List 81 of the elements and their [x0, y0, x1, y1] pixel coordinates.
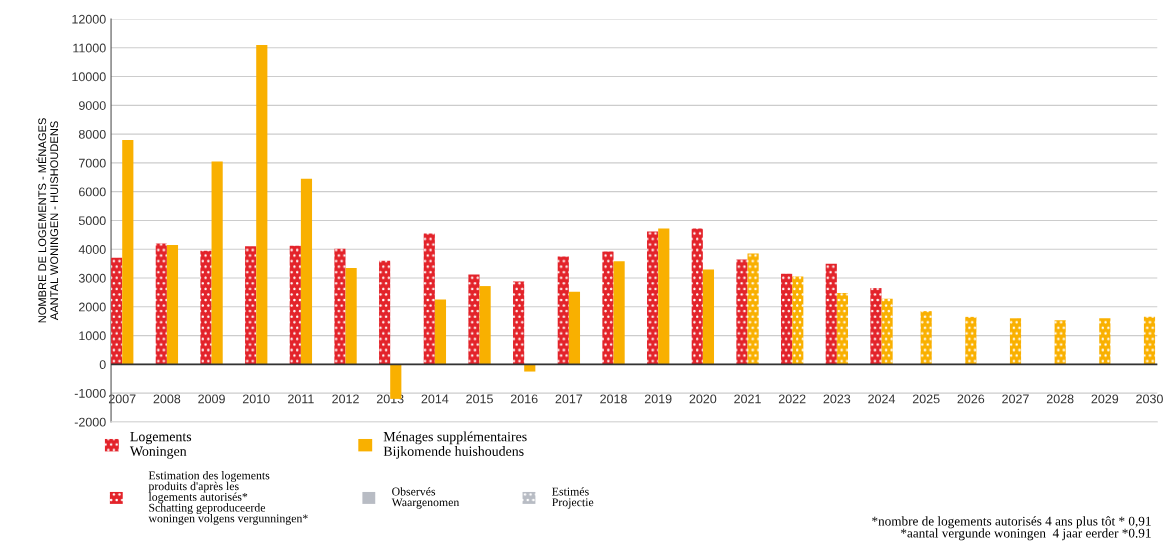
bar [468, 274, 480, 365]
x-tick-label: 2020 [689, 394, 717, 404]
bar [702, 269, 715, 365]
x-tick-label: 2023 [823, 394, 851, 404]
bar [200, 250, 212, 365]
y-tick-label: 4000 [78, 245, 106, 254]
x-tick-label: 2008 [153, 394, 181, 404]
x-tick-label: 2014 [421, 394, 449, 404]
bar [691, 228, 703, 365]
bar [479, 286, 491, 365]
y-tick-label: 11000 [73, 43, 106, 53]
bar [568, 291, 581, 365]
bar [334, 248, 346, 365]
y-tick-label: 0 [99, 360, 106, 370]
bar [245, 246, 257, 365]
bar [1099, 318, 1111, 365]
x-tick-label: 2025 [912, 394, 940, 404]
x-tick-label: 2019 [644, 394, 672, 404]
y-axis-title: NOMBRE DE LOGEMENTS - MÉNAGES AANTAL WONINGEN - HUISHOUDENS [36, 118, 59, 323]
y-tick-label: -2000 [74, 417, 106, 427]
bar [524, 364, 536, 372]
x-tick-label: 2021 [734, 394, 761, 404]
x-tick-label: 2029 [1091, 394, 1119, 404]
bar [345, 267, 357, 365]
bar [870, 288, 882, 365]
y-tick-label: 7000 [79, 158, 106, 168]
y-tick-label: 8000 [78, 129, 106, 139]
x-tick-label: 2017 [555, 394, 583, 404]
x-tick-label: 2027 [1002, 394, 1029, 404]
bar [825, 263, 837, 365]
y-tick-label: 1000 [79, 331, 106, 341]
x-tick-label: 2016 [510, 394, 538, 404]
x-tick-label: 2018 [600, 394, 627, 404]
bar [211, 161, 223, 365]
text: Estimés Projectie [552, 487, 594, 509]
bar [613, 261, 625, 365]
x-tick-label: 2024 [868, 394, 896, 404]
bar [423, 233, 435, 365]
bar [1143, 316, 1156, 365]
x-tick-label: 2010 [242, 394, 270, 404]
y-tick-label: 10000 [72, 72, 106, 82]
x-tick-label: 2012 [332, 394, 359, 404]
text: Estimation des logements produits d'après les logements autorisés* Schatting geproduceerde woningen volgens vergunningen* [148, 471, 308, 525]
legend-label: Logements Woningen [129, 432, 192, 459]
bar [300, 178, 313, 365]
bar [379, 260, 391, 365]
bar [736, 259, 748, 365]
y-tick-label: 9000 [78, 101, 106, 110]
x-tick-label: 2009 [198, 394, 225, 404]
bar [289, 245, 301, 365]
x-tick-label: 2015 [466, 394, 493, 404]
x-tick-label: 2026 [957, 394, 985, 404]
x-tick-label: 2030 [1136, 394, 1163, 404]
x-tick-label: 2022 [778, 394, 806, 404]
bar [434, 299, 447, 365]
bar [557, 256, 569, 365]
bar [122, 139, 134, 365]
bar [965, 316, 977, 365]
bar [781, 273, 793, 365]
bar [166, 244, 179, 365]
bar [658, 228, 670, 365]
legend-label: Ménages supplémentaires Bijkomende huishoudens [383, 431, 527, 459]
bar [513, 281, 525, 365]
bar [155, 243, 167, 365]
y-tick-label: 6000 [79, 187, 106, 197]
bar [1009, 318, 1022, 365]
bar [256, 44, 268, 365]
bar [602, 251, 614, 365]
y-tick-label: 12000 [72, 14, 106, 24]
bar [647, 231, 659, 365]
text: Observés Waargenomen [391, 487, 460, 509]
x-tick-label: 2011 [288, 394, 314, 404]
bar [920, 311, 932, 365]
y-tick-label: 2000 [79, 302, 106, 312]
bar [1054, 320, 1066, 365]
y-tick-label: -1000 [74, 388, 106, 398]
x-tick-label: 2007 [108, 394, 136, 404]
text: *nombre de logements autorisés 4 ans plus tôt * 0,91 *aantal vergunde woningen 4 jaar eerder *0.91 [872, 516, 1151, 541]
x-tick-label: 2028 [1046, 394, 1074, 404]
y-tick-label: 5000 [78, 216, 106, 226]
y-tick-label: 3000 [78, 273, 106, 283]
